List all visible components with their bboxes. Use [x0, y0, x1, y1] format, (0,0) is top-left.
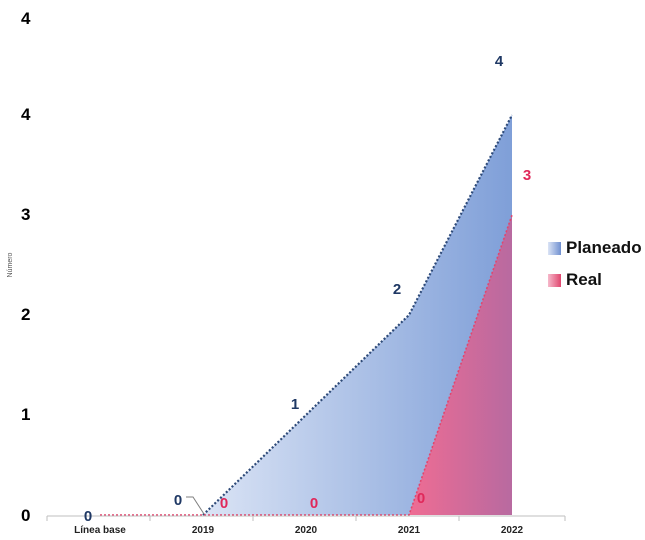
legend-item-real: Real — [548, 264, 642, 296]
y-tick-label-1: 1 — [21, 405, 30, 424]
line-real — [100, 214, 513, 516]
data-label-planeado-3: 2 — [393, 281, 401, 298]
data-label-planeado-2: 1 — [291, 396, 299, 413]
data-label-real-4: 3 — [523, 167, 531, 184]
legend-label-planeado: Planeado — [566, 238, 642, 257]
y-tick-label-3: 3 — [21, 205, 30, 224]
data-label-real-3: 0 — [417, 490, 425, 507]
data-label-real-1: 0 — [220, 495, 228, 512]
data-label-planeado-4: 4 — [495, 53, 504, 70]
y-tick-label-0: 0 — [21, 506, 30, 525]
data-label-real-2: 0 — [310, 495, 318, 512]
y-axis-title: Número — [7, 252, 14, 277]
legend: Planeado Real — [548, 232, 642, 296]
y-tick-label-5: 4 — [21, 9, 31, 28]
x-tick-label-4: 2022 — [501, 525, 524, 536]
x-tick-label-3: 2021 — [398, 525, 421, 536]
x-tick-label-0: Línea base — [74, 525, 126, 536]
legend-swatch-real — [548, 273, 561, 287]
area-planeado — [203, 115, 512, 515]
x-tick-label-2: 2020 — [295, 525, 318, 536]
legend-swatch-planeado — [548, 241, 561, 255]
data-label-planeado-1: 0 — [174, 492, 182, 509]
leader-line-2019 — [186, 496, 205, 515]
data-label-planeado-0: 0 — [84, 508, 92, 525]
x-tick-label-1: 2019 — [192, 525, 215, 536]
legend-label-real: Real — [566, 270, 602, 289]
y-tick-label-4: 4 — [21, 105, 31, 124]
y-tick-label-2: 2 — [21, 305, 30, 324]
legend-item-planeado: Planeado — [548, 232, 642, 264]
